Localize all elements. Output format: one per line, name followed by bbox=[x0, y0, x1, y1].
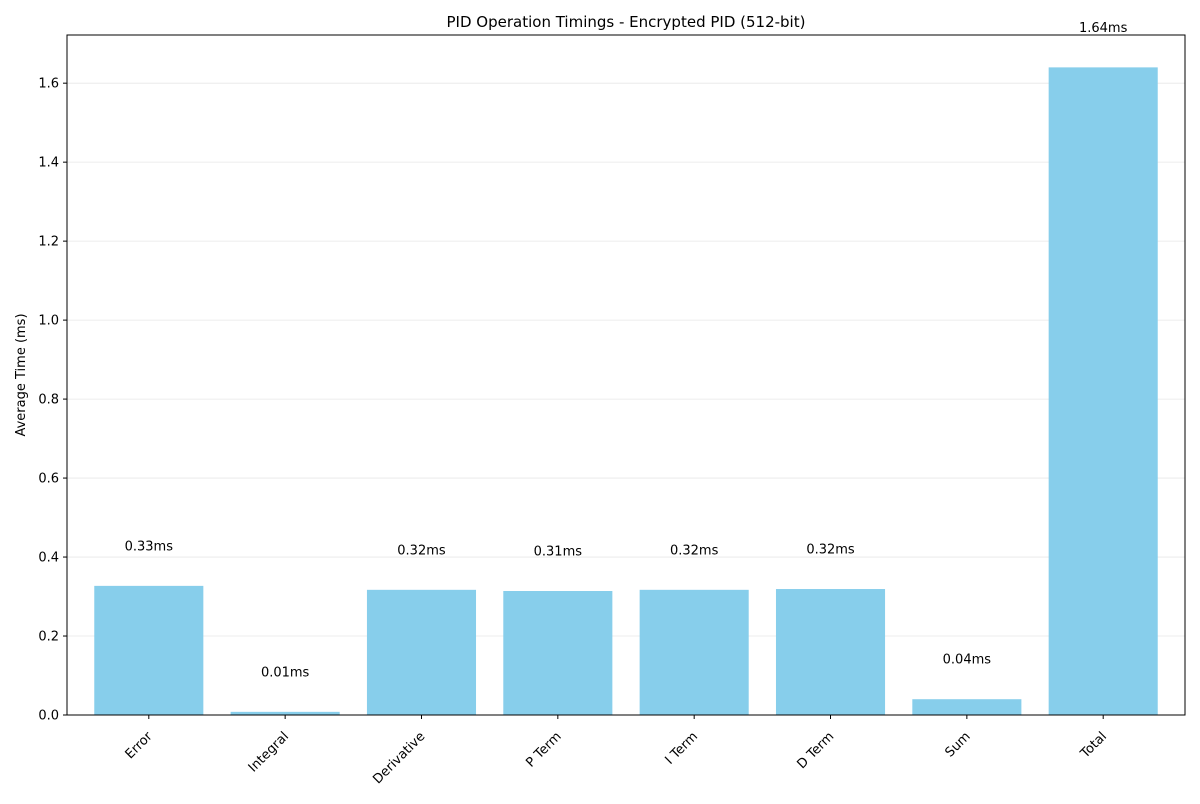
y-tick-label: 0.8 bbox=[38, 393, 59, 408]
y-tick-label: 0.6 bbox=[38, 472, 59, 487]
y-tick-label: 1.0 bbox=[38, 314, 59, 329]
bar bbox=[912, 699, 1022, 715]
x-tick-label: Sum bbox=[942, 729, 973, 760]
y-tick-label: 0.4 bbox=[38, 551, 59, 566]
bar-value-label: 0.04ms bbox=[943, 653, 992, 668]
x-tick-label: D Term bbox=[794, 729, 837, 772]
x-tick-label: Derivative bbox=[370, 729, 428, 787]
x-tick-label: Error bbox=[123, 729, 156, 762]
bar bbox=[94, 585, 204, 715]
bar-value-label: 0.32ms bbox=[806, 543, 855, 558]
y-axis-ticks: 0.0 0.2 0.4 0.6 0.8 1.0 1.2 1.4 1.6 bbox=[38, 77, 67, 724]
bar-value-label: 0.32ms bbox=[397, 543, 446, 558]
x-tick-label: Total bbox=[1077, 729, 1110, 762]
data-labels: 0.33ms 0.01ms 0.32ms 0.31ms 0.32ms 0.32ms 0.04… bbox=[125, 21, 1128, 680]
bar bbox=[775, 589, 886, 715]
bar-value-label: 0.33ms bbox=[125, 539, 174, 554]
bar-value-label: 0.32ms bbox=[670, 543, 719, 558]
bar bbox=[503, 591, 613, 715]
y-tick-label: 1.2 bbox=[38, 235, 59, 250]
y-axis-label: Average Time (ms) bbox=[14, 313, 29, 436]
bar-value-label: 1.64ms bbox=[1079, 21, 1128, 36]
bar bbox=[230, 711, 340, 715]
bar-value-label: 0.31ms bbox=[534, 545, 583, 560]
chart-title: PID Operation Timings - Encrypted PID (5… bbox=[447, 13, 806, 31]
x-tick-label: Integral bbox=[246, 729, 292, 775]
y-tick-label: 0.0 bbox=[38, 709, 59, 724]
bar bbox=[1048, 67, 1158, 715]
x-tick-label: P Term bbox=[523, 729, 564, 770]
bar bbox=[639, 589, 749, 715]
bars bbox=[94, 67, 1158, 715]
bar bbox=[366, 589, 477, 715]
y-tick-label: 0.2 bbox=[38, 630, 59, 645]
bar-value-label: 0.01ms bbox=[261, 665, 310, 680]
plot-area-frame bbox=[66, 34, 1186, 716]
y-tick-label: 1.6 bbox=[38, 77, 59, 92]
x-tick-label: I Term bbox=[662, 729, 701, 768]
gridlines bbox=[67, 82, 1185, 716]
y-tick-label: 1.4 bbox=[38, 156, 59, 171]
x-axis-ticks: Error Integral Derivative P Term I Term D Ter… bbox=[123, 715, 1110, 787]
